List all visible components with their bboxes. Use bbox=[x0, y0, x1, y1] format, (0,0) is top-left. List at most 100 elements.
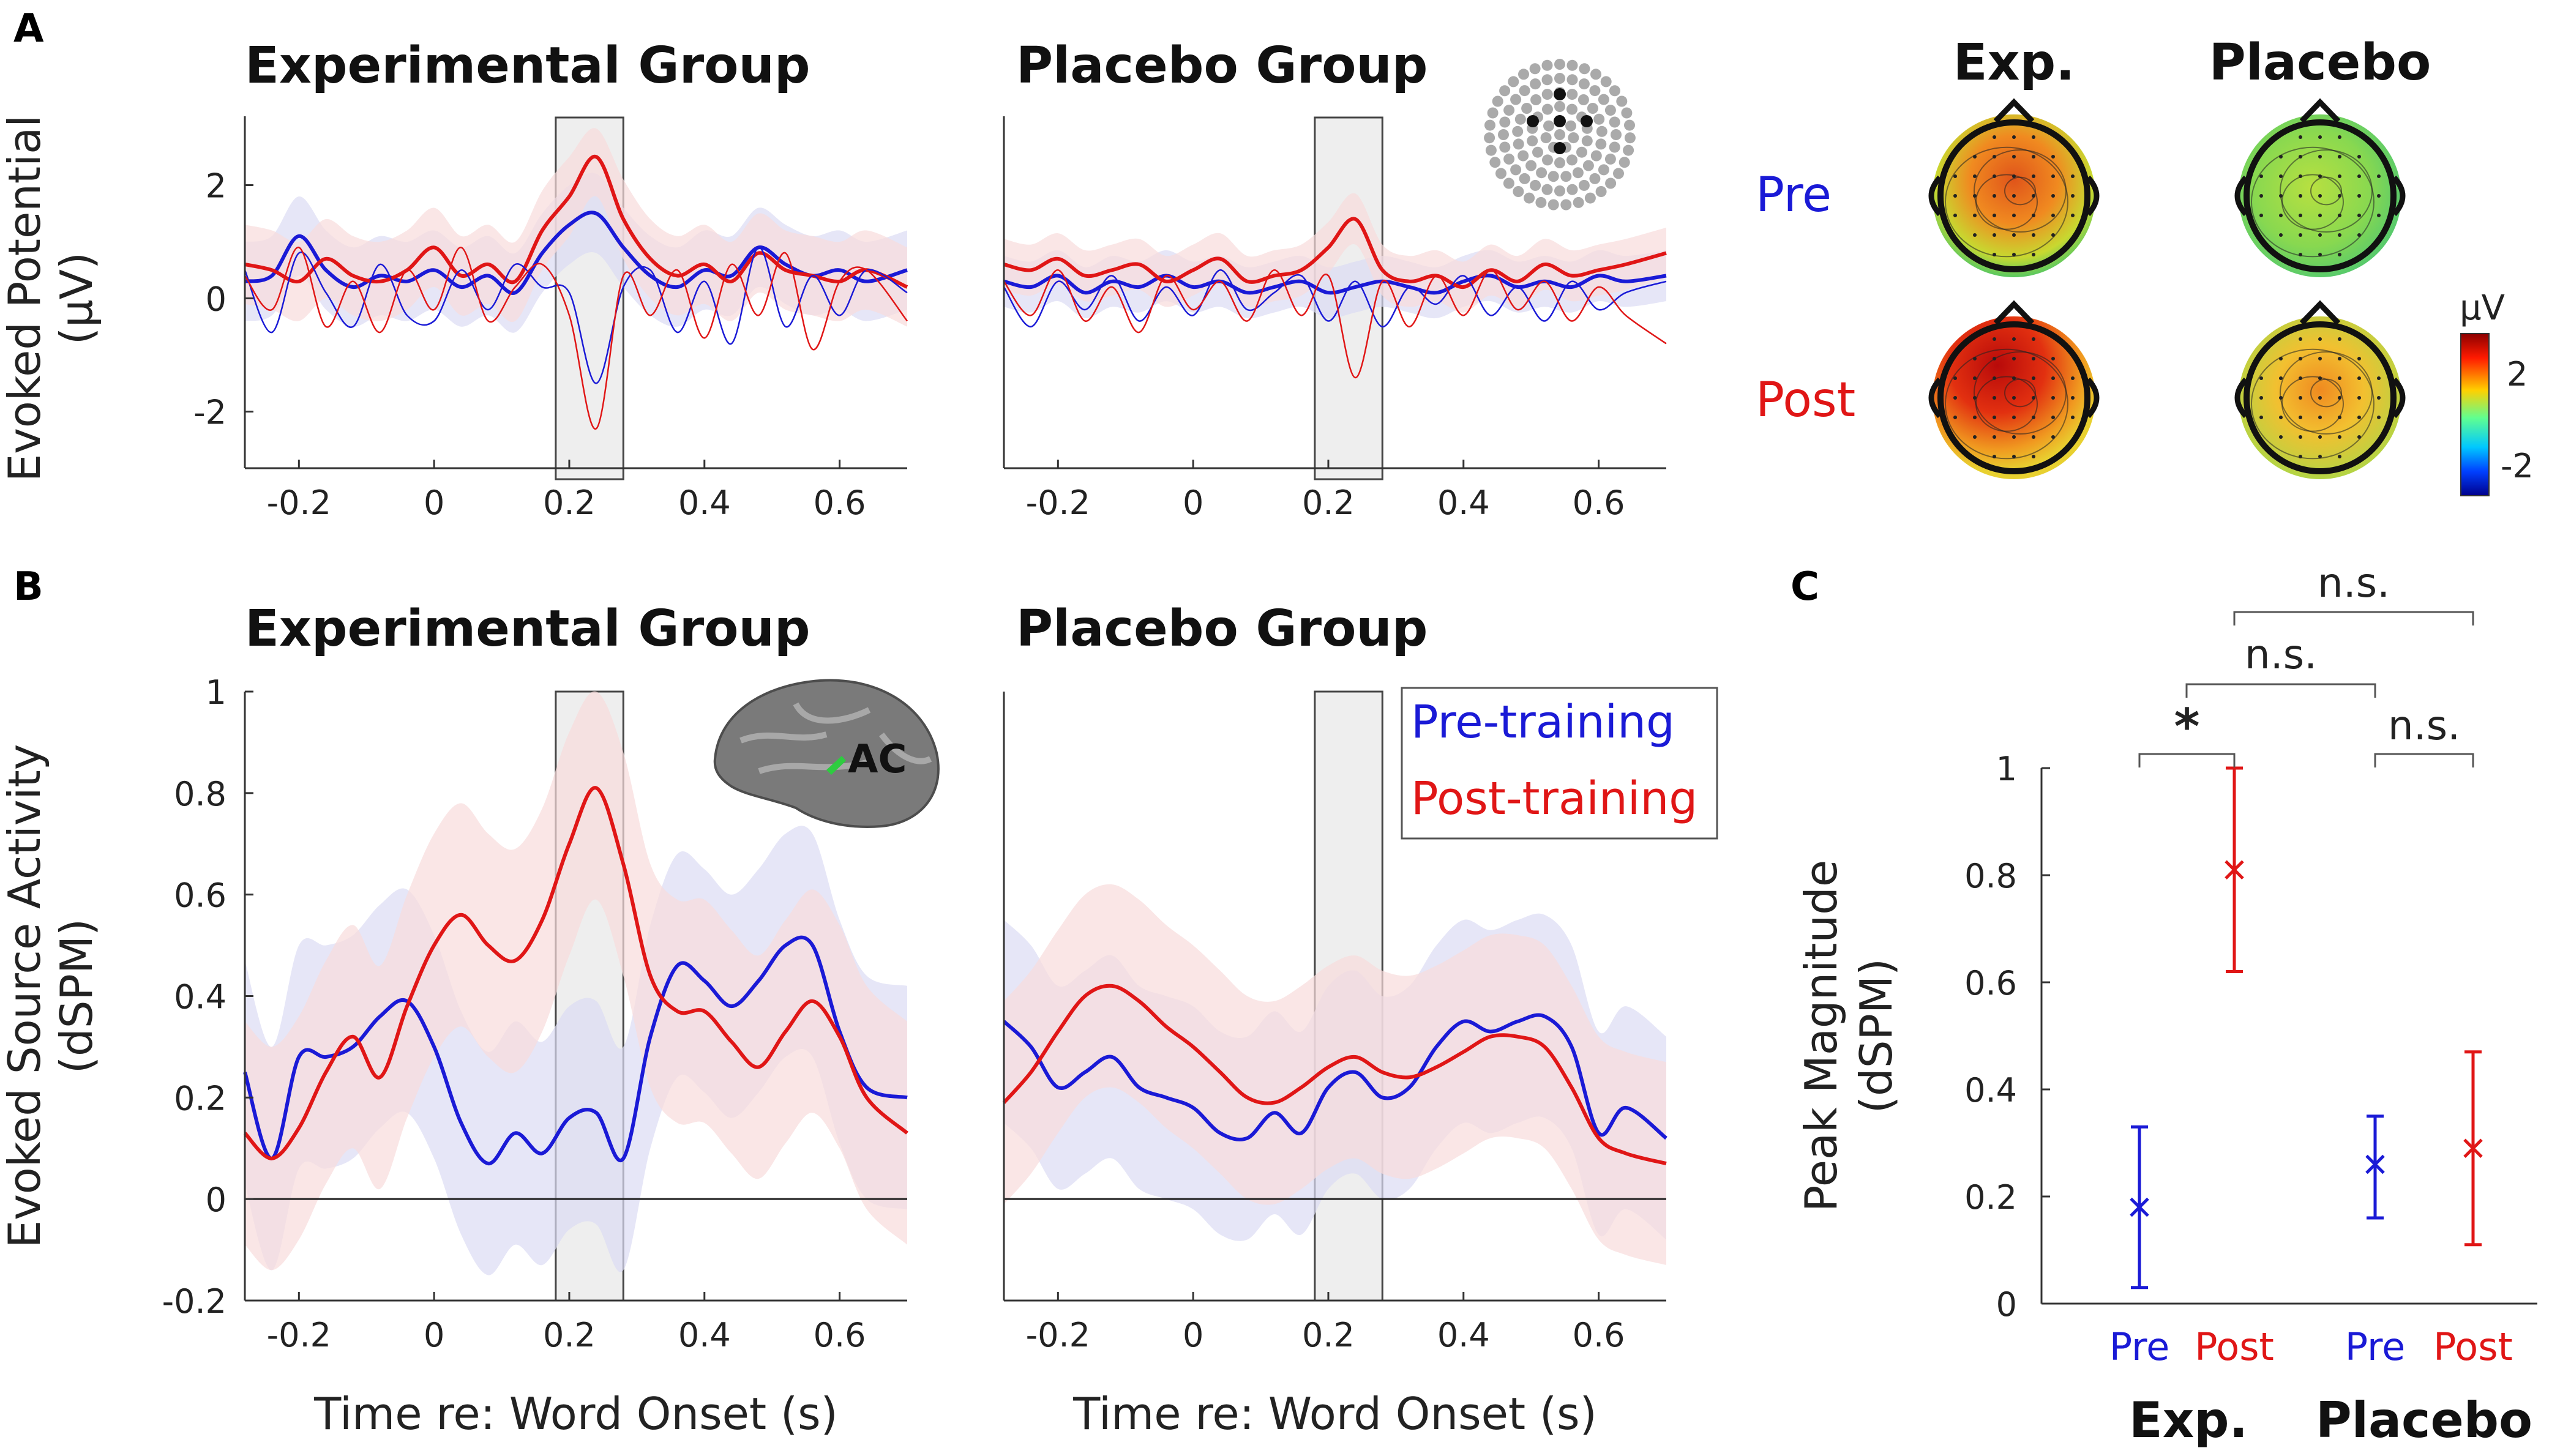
topo-electrode bbox=[2012, 376, 2016, 380]
topo-electrode bbox=[1993, 135, 1996, 139]
electrode-dot bbox=[1519, 173, 1530, 184]
topo-electrode bbox=[2377, 174, 2381, 178]
topo-electrode bbox=[1973, 416, 1977, 419]
topo-electrode bbox=[1993, 357, 1996, 360]
electrode-dot bbox=[1578, 179, 1590, 191]
electrode-dot-selected bbox=[1527, 115, 1539, 127]
topo-electrode bbox=[1973, 174, 1977, 178]
topo-electrode bbox=[2318, 455, 2322, 458]
x-tick-label: 0 bbox=[1183, 1316, 1203, 1354]
left-ear bbox=[2234, 175, 2248, 217]
confidence-band-post bbox=[1004, 884, 1666, 1265]
chart-title: Experimental Group bbox=[245, 37, 810, 95]
nose bbox=[2299, 300, 2341, 326]
topo-electrode bbox=[2259, 416, 2263, 419]
electrode-dot bbox=[1596, 125, 1607, 137]
topo-electrode bbox=[2279, 174, 2283, 178]
y-tick-label: 0.6 bbox=[1964, 964, 2017, 1002]
electrode-dot bbox=[1554, 73, 1565, 84]
electrode-dot bbox=[1514, 113, 1526, 125]
group-label: Exp. bbox=[2129, 1392, 2248, 1449]
topo-electrode bbox=[2357, 435, 2361, 439]
electrode-dot bbox=[1590, 150, 1602, 162]
electrode-dot bbox=[1623, 144, 1634, 156]
topo-electrode bbox=[2279, 396, 2283, 400]
electrode-dot bbox=[1503, 177, 1514, 189]
x-tick-label: -0.2 bbox=[267, 483, 331, 522]
left-ear bbox=[1928, 175, 1942, 217]
electrode-dot bbox=[1499, 85, 1511, 97]
topo-electrode bbox=[2318, 155, 2322, 159]
electrode-dot bbox=[1573, 196, 1584, 208]
topo-electrode bbox=[1953, 396, 1957, 400]
panel-label-a: A bbox=[13, 6, 44, 51]
topo-electrode bbox=[2299, 455, 2302, 458]
right-ear bbox=[2086, 377, 2100, 419]
topo-electrode bbox=[2032, 194, 2035, 198]
topo-electrode bbox=[2357, 155, 2361, 159]
y-tick-label: 0.8 bbox=[174, 775, 226, 813]
right-ear bbox=[2392, 175, 2406, 217]
topo-electrode bbox=[2012, 357, 2016, 360]
topo-electrode bbox=[2338, 194, 2341, 198]
electrode-dot bbox=[1554, 59, 1565, 70]
topo-electrode bbox=[2012, 155, 2016, 159]
electrode-dot bbox=[1566, 74, 1578, 86]
electrode-dot bbox=[1512, 125, 1524, 137]
topo-electrode bbox=[2032, 253, 2035, 256]
topo-col-label-exp: Exp. bbox=[1953, 34, 2075, 92]
topo-electrode bbox=[2032, 416, 2035, 419]
mean-marker bbox=[2463, 1138, 2483, 1159]
electrode-dot-selected bbox=[1554, 88, 1566, 100]
y-tick-label: 1 bbox=[206, 673, 226, 712]
electrode-dot bbox=[1566, 89, 1578, 100]
y-tick-label: -0.2 bbox=[162, 1282, 226, 1321]
electrode-dot bbox=[1584, 192, 1596, 204]
x-axis-label: Time re: Word Onset (s) bbox=[1072, 1388, 1596, 1439]
topo-electrode bbox=[2357, 376, 2361, 380]
topo-electrode bbox=[2279, 416, 2283, 419]
category-label: Pre bbox=[2109, 1324, 2170, 1369]
right-ear bbox=[2086, 175, 2100, 217]
topo-electrode bbox=[2299, 174, 2302, 178]
topo-electrode bbox=[2051, 194, 2055, 198]
auditory-cortex-marker bbox=[826, 756, 846, 775]
significance-label: n.s. bbox=[2318, 559, 2390, 607]
topo-electrode bbox=[2012, 174, 2016, 178]
topo-electrode bbox=[2338, 357, 2341, 360]
topo-electrode bbox=[2338, 155, 2341, 159]
topo-electrode bbox=[2299, 194, 2302, 198]
series-line-pre-training bbox=[243, 935, 908, 1166]
topo-electrode bbox=[2032, 455, 2035, 458]
significance-label: n.s. bbox=[2245, 631, 2317, 678]
y-axis-label: Evoked Potential bbox=[0, 115, 50, 482]
topo-electrode bbox=[2259, 396, 2263, 400]
topo-electrode bbox=[2299, 214, 2302, 217]
head-outline bbox=[1937, 321, 2090, 474]
topo-electrode bbox=[2377, 194, 2381, 198]
topo-electrode bbox=[2299, 233, 2302, 237]
x-tick-label: 0 bbox=[1183, 483, 1203, 522]
confidence-band-post bbox=[245, 691, 907, 1271]
topo-electrode bbox=[1993, 396, 1996, 400]
electrode-dot bbox=[1508, 76, 1519, 88]
legend: Pre-training Post-training bbox=[1401, 687, 1718, 840]
y-tick-label: 0.6 bbox=[174, 876, 226, 915]
topo-electrode bbox=[2012, 194, 2016, 198]
electrode-dot bbox=[1492, 95, 1503, 107]
electrode-layout-icon bbox=[1484, 59, 1636, 211]
topo-electrode bbox=[2071, 396, 2075, 400]
colorbar-tick-max: 2 bbox=[2507, 355, 2528, 394]
electrode-dot bbox=[1527, 135, 1538, 147]
series-line-pre-training bbox=[1002, 1013, 1667, 1141]
electrode-dot bbox=[1589, 173, 1601, 184]
x-tick-label: 0 bbox=[424, 483, 444, 522]
topo-electrode bbox=[1973, 376, 1977, 380]
topo-electrode bbox=[2259, 214, 2263, 217]
category-label: Pre bbox=[2345, 1324, 2406, 1369]
x-tick-label: -0.2 bbox=[1026, 1316, 1090, 1354]
chart-title: Placebo Group bbox=[1016, 600, 1428, 658]
topo-electrode bbox=[2299, 416, 2302, 419]
topo-electrode bbox=[2032, 376, 2035, 380]
topo-electrode bbox=[2318, 416, 2322, 419]
